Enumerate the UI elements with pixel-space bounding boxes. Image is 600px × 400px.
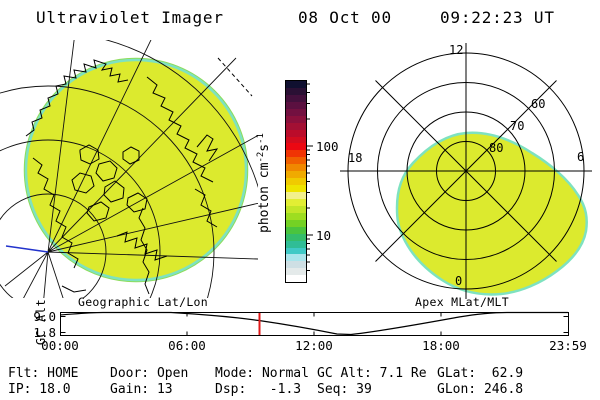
colorbar-band — [286, 178, 306, 186]
status-seq: Seq: 39 — [317, 382, 372, 397]
colorbar-band — [286, 150, 306, 158]
colorbar-band — [286, 240, 306, 248]
mlt-label-6: 6 — [577, 150, 585, 164]
colorbar-band — [286, 261, 306, 269]
gc-alt-timeline-plot — [59, 311, 569, 336]
colorbar-tick-10: 10 — [316, 228, 332, 243]
colorbar-band — [286, 192, 306, 199]
status-flt: Flt: HOME — [8, 366, 79, 381]
colorbar-band — [286, 171, 306, 179]
uvi-disk-image — [24, 58, 248, 282]
colorbar-band — [286, 268, 306, 276]
auroral-footprint-blob — [395, 131, 588, 296]
status-gain: Gain: 13 — [110, 382, 173, 397]
mlt-label-0: 0 — [455, 274, 463, 288]
colorbar-band — [286, 129, 306, 137]
mlt-label-18: 18 — [348, 151, 363, 165]
colorbar-band — [286, 101, 306, 109]
axis-ticks — [61, 313, 568, 335]
colorbar-unit-label: photon cm-2s-1 — [255, 133, 273, 233]
mlt-label-12: 12 — [449, 43, 464, 57]
colorbar-band — [286, 136, 306, 144]
app-title: Ultraviolet Imager — [36, 8, 224, 27]
status-dsp: Dsp: -1.3 — [215, 382, 302, 397]
colorbar-band — [286, 212, 306, 220]
status-ip: IP: 18.0 — [8, 382, 71, 397]
colorbar-band — [286, 205, 306, 213]
lat-lon-graticule — [0, 40, 258, 298]
colorbar-band — [286, 108, 306, 116]
status-glon: GLon: 246.8 — [437, 382, 524, 397]
geo-map-plot — [0, 40, 258, 298]
time-label: 09:22:23 UT — [440, 8, 555, 27]
colorbar-band — [286, 254, 306, 262]
xtick-1200: 12:00 — [295, 338, 333, 353]
coastlines — [25, 57, 253, 295]
colorbar-band — [286, 233, 306, 241]
polar-grid — [340, 43, 592, 299]
xtick-2359: 23:59 — [549, 338, 587, 353]
ring-label-80: 80 — [489, 141, 504, 155]
xtick-0000: 00:00 — [41, 338, 79, 353]
colorbar-band — [286, 164, 306, 172]
date-label: 08 Oct 00 — [298, 8, 392, 27]
status-mode: Mode: Normal — [215, 366, 309, 381]
ytick-1-8: 1.8 — [33, 325, 56, 340]
status-door: Door: Open — [110, 366, 189, 381]
geo-caption: Geographic Lat/Lon — [77, 295, 209, 309]
colorbar-band — [286, 185, 306, 192]
xtick-0600: 06:00 — [168, 338, 206, 353]
colorbar-band — [286, 219, 306, 227]
gc-alt-curve — [59, 311, 568, 336]
highlighted-meridian — [5, 245, 49, 253]
colorbar-band — [286, 87, 306, 95]
colorbar-band — [286, 198, 306, 206]
colorbar — [285, 80, 307, 283]
status-glat: GLat: 62.9 — [437, 366, 524, 381]
colorbar-band — [286, 115, 306, 123]
ring-label-70: 70 — [510, 119, 525, 133]
colorbar-band — [286, 122, 306, 130]
colorbar-band — [286, 94, 306, 102]
colorbar-band — [286, 157, 306, 165]
colorbar-band — [286, 247, 306, 255]
apex-caption: Apex MLat/MLT — [415, 295, 509, 309]
colorbar-band — [286, 275, 306, 283]
apex-polar-plot — [340, 43, 592, 299]
colorbar-band — [286, 81, 306, 88]
xtick-1800: 18:00 — [422, 338, 460, 353]
ytick-9: 9.0 — [33, 309, 56, 324]
status-gc-alt: GC Alt: 7.1 Re — [317, 366, 427, 381]
colorbar-band — [286, 226, 306, 234]
colorbar-tick-100: 100 — [316, 139, 339, 154]
colorbar-ticks — [306, 83, 313, 271]
ring-label-60: 60 — [531, 97, 546, 111]
colorbar-band — [286, 143, 306, 151]
